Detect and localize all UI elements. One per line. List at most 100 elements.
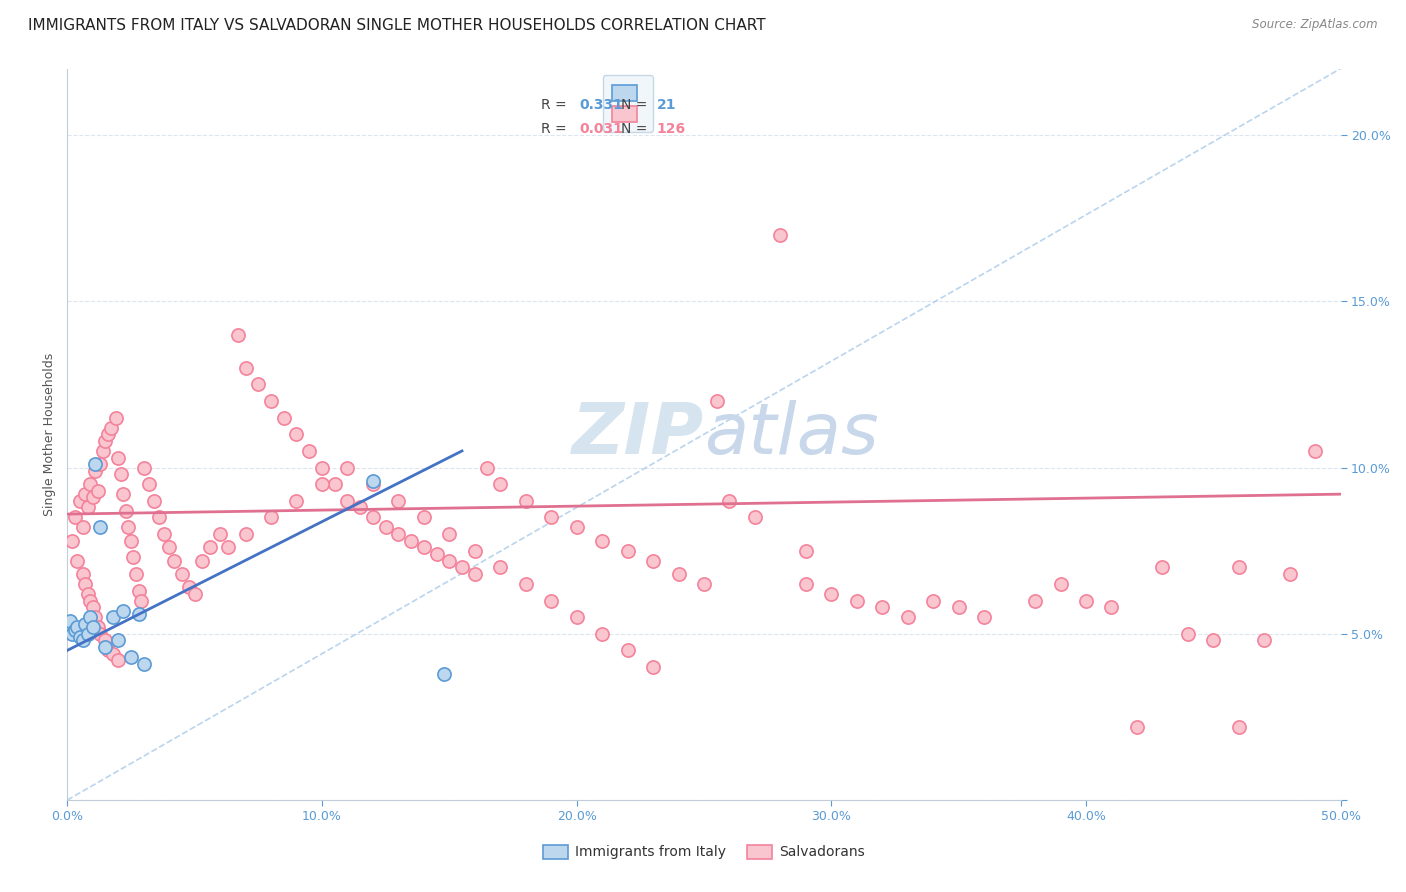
Point (107, 633, 129, 648)
Point (464, 566, 486, 581)
Point (323, 477, 346, 491)
Point (142, 493, 165, 508)
Point (336, 493, 359, 508)
Point (63, 624, 86, 638)
Point (412, 541, 434, 555)
Point (616, 643, 638, 657)
Point (361, 474, 384, 488)
Point (285, 493, 308, 508)
Point (76, 500, 98, 515)
Point (693, 577, 716, 591)
Point (298, 444, 321, 458)
Point (616, 543, 638, 558)
Text: Source: ZipAtlas.com: Source: ZipAtlas.com (1253, 18, 1378, 31)
Point (439, 554, 461, 568)
Point (845, 593, 868, 607)
Point (107, 653, 129, 667)
Point (104, 410, 127, 425)
Point (170, 566, 193, 581)
Point (153, 527, 176, 541)
Point (1152, 560, 1174, 574)
Point (132, 460, 155, 475)
Point (565, 520, 588, 534)
Point (84, 457, 107, 471)
Point (128, 583, 150, 598)
Point (117, 520, 139, 534)
Point (107, 450, 129, 465)
Point (477, 460, 499, 475)
Text: ZIP: ZIP (572, 400, 704, 469)
Point (706, 394, 728, 409)
Point (72, 520, 94, 534)
Point (1074, 593, 1097, 607)
Legend: Immigrants from Italy, Salvadorans: Immigrants from Italy, Salvadorans (536, 838, 872, 866)
Point (285, 427, 308, 442)
Text: atlas: atlas (704, 400, 879, 469)
Point (97, 643, 120, 657)
Point (82, 600, 104, 615)
Point (591, 533, 613, 548)
Point (311, 477, 333, 491)
Point (125, 566, 148, 581)
Point (76, 587, 98, 601)
Point (1227, 560, 1250, 574)
Point (157, 541, 180, 555)
Point (76, 627, 98, 641)
Point (198, 541, 221, 555)
Point (163, 554, 186, 568)
Point (433, 666, 456, 681)
Point (897, 610, 920, 624)
Point (73, 616, 96, 631)
Point (89, 627, 111, 641)
Point (110, 467, 132, 482)
Point (112, 603, 135, 617)
Point (73, 487, 96, 501)
Point (565, 610, 588, 624)
Text: IMMIGRANTS FROM ITALY VS SALVADORAN SINGLE MOTHER HOUSEHOLDS CORRELATION CHART: IMMIGRANTS FROM ITALY VS SALVADORAN SING… (28, 18, 766, 33)
Point (82, 620, 104, 634)
Point (387, 493, 409, 508)
Point (794, 577, 817, 591)
Point (138, 477, 160, 491)
Point (668, 566, 690, 581)
Text: R =: R = (541, 98, 571, 112)
Point (235, 527, 257, 541)
Point (260, 394, 283, 409)
Point (515, 577, 537, 591)
Point (94, 633, 117, 648)
Point (84, 464, 107, 478)
Point (870, 600, 893, 615)
Point (374, 520, 396, 534)
Point (63, 510, 86, 524)
Point (439, 527, 461, 541)
Point (1177, 627, 1199, 641)
Point (540, 593, 562, 607)
Point (66, 620, 89, 634)
Point (260, 510, 283, 524)
Point (794, 543, 817, 558)
Point (540, 510, 562, 524)
Point (148, 510, 170, 524)
Point (94, 434, 117, 448)
Point (387, 527, 409, 541)
Point (1049, 577, 1071, 591)
Point (235, 360, 257, 375)
Point (89, 520, 111, 534)
Point (1253, 633, 1275, 648)
Point (89, 457, 111, 471)
Point (79, 477, 101, 491)
Point (820, 587, 842, 601)
Point (101, 647, 124, 661)
Point (1227, 720, 1250, 734)
Point (425, 547, 447, 561)
Point (247, 377, 270, 392)
Text: 0.331: 0.331 (579, 98, 623, 112)
Text: 126: 126 (657, 122, 686, 136)
Point (209, 527, 232, 541)
Point (112, 487, 135, 501)
Y-axis label: Single Mother Households: Single Mother Households (44, 352, 56, 516)
Text: N =: N = (621, 122, 652, 136)
Text: 21: 21 (657, 98, 676, 112)
Point (1278, 566, 1301, 581)
Point (489, 560, 512, 574)
